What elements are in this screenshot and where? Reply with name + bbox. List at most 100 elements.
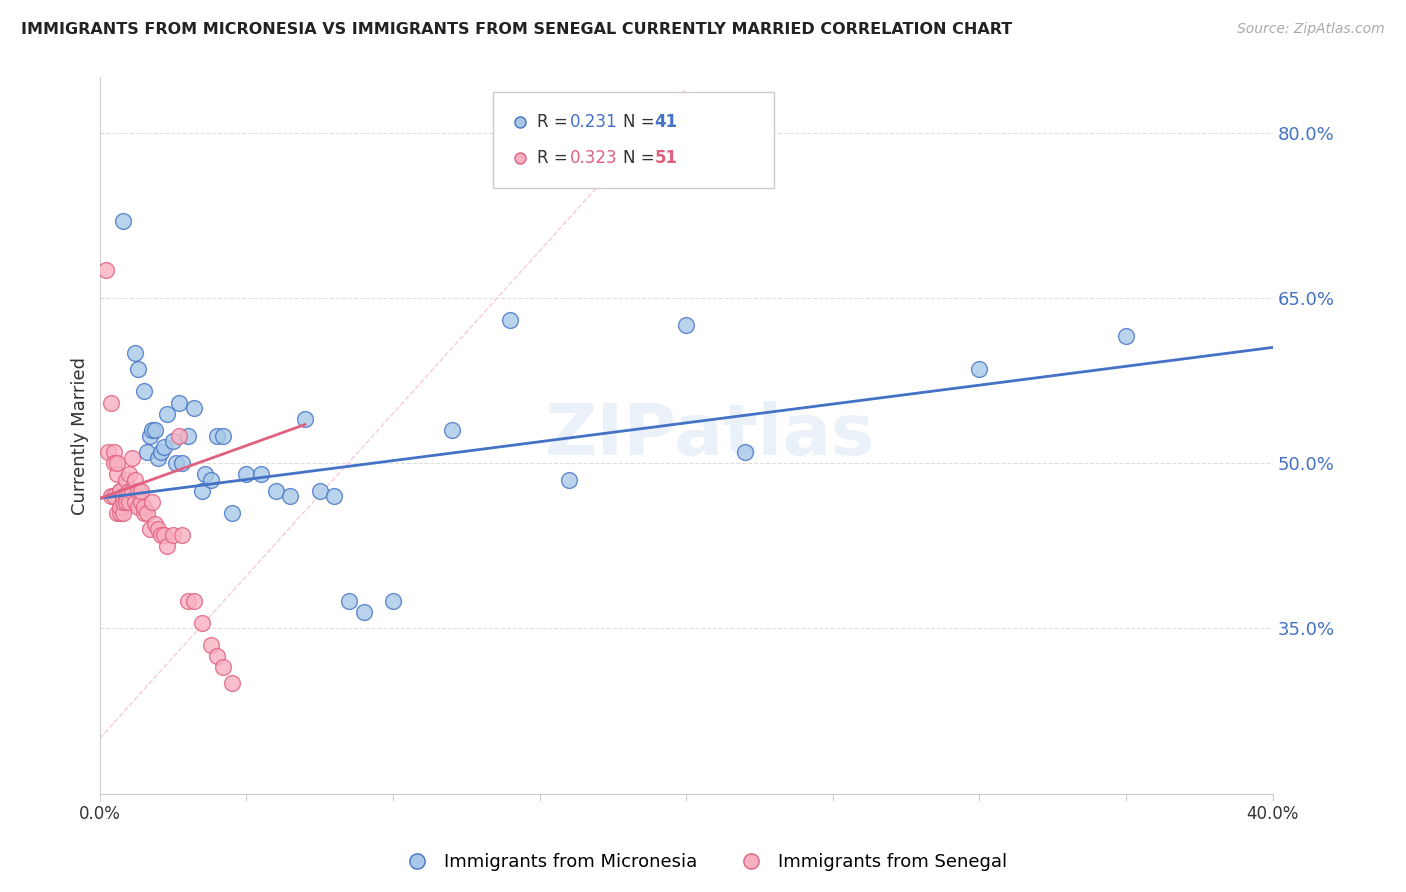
Point (153, 440, 176, 454)
Point (191, 483, 214, 498)
Point (294, 412, 316, 426)
Point (132, 384, 155, 399)
Point (558, 473, 581, 487)
Text: 41: 41 (655, 113, 678, 131)
Point (176, 594, 198, 608)
Point (145, 516, 167, 531)
Point (127, 483, 149, 498)
Point (129, 483, 152, 498)
Point (105, 506, 128, 520)
Legend: Immigrants from Micronesia, Immigrants from Senegal: Immigrants from Micronesia, Immigrants f… (391, 847, 1015, 879)
Point (191, 615, 214, 630)
Point (100, 489, 122, 503)
Text: N =: N = (623, 149, 659, 167)
Text: Source: ZipAtlas.com: Source: ZipAtlas.com (1237, 22, 1385, 37)
Point (108, 483, 131, 498)
Point (148, 522, 170, 536)
Point (675, 318, 697, 333)
Point (211, 428, 233, 442)
Point (1115, 329, 1137, 343)
Point (440, 423, 463, 437)
Point (148, 450, 170, 465)
Point (264, 483, 287, 498)
Point (170, 527, 193, 541)
Point (118, 494, 141, 508)
Point (127, 362, 149, 376)
Point (105, 456, 128, 470)
Point (150, 445, 173, 459)
Point (112, 489, 135, 503)
Point (115, 489, 138, 503)
Point (103, 456, 125, 470)
Point (108, 506, 131, 520)
Point (235, 467, 257, 482)
Point (94, 263, 117, 277)
Point (145, 423, 167, 437)
Point (141, 494, 163, 508)
Point (205, 428, 228, 442)
Point (118, 483, 141, 498)
Point (124, 473, 146, 487)
Point (211, 660, 233, 674)
Point (118, 467, 141, 482)
Text: ZIPatlas: ZIPatlas (544, 401, 875, 470)
Point (337, 594, 360, 608)
Point (194, 467, 217, 482)
Point (278, 489, 301, 503)
Point (165, 456, 187, 470)
Point (205, 648, 228, 663)
Point (499, 313, 522, 327)
Point (734, 445, 756, 459)
Point (97, 445, 120, 459)
Point (112, 213, 135, 227)
Point (103, 489, 125, 503)
Point (135, 506, 157, 520)
Text: 51: 51 (655, 149, 678, 167)
Text: R =: R = (537, 113, 574, 131)
Point (183, 401, 205, 415)
Point (162, 527, 184, 541)
Text: 0.323: 0.323 (569, 149, 617, 167)
Point (108, 483, 131, 498)
Point (221, 676, 243, 690)
Point (167, 395, 190, 409)
Point (132, 506, 155, 520)
Text: N =: N = (623, 113, 659, 131)
Point (170, 456, 193, 470)
Point (153, 527, 176, 541)
Point (100, 395, 122, 409)
Point (138, 522, 160, 536)
Text: R =: R = (537, 149, 574, 167)
Point (124, 494, 146, 508)
Point (156, 407, 179, 421)
Point (112, 506, 135, 520)
Point (200, 473, 222, 487)
Point (138, 428, 160, 442)
Point (308, 483, 330, 498)
Point (127, 500, 149, 515)
Point (150, 527, 173, 541)
Point (323, 489, 346, 503)
Y-axis label: Currently Married: Currently Married (72, 357, 89, 515)
Point (381, 594, 404, 608)
Point (162, 434, 184, 448)
Point (353, 605, 375, 619)
Text: 0.231: 0.231 (569, 113, 617, 131)
Point (132, 500, 155, 515)
Point (121, 450, 143, 465)
Point (141, 423, 163, 437)
Point (121, 483, 143, 498)
Point (156, 539, 179, 553)
Point (221, 506, 243, 520)
Point (129, 494, 152, 508)
FancyBboxPatch shape (492, 92, 775, 188)
Point (124, 346, 146, 360)
Point (115, 473, 138, 487)
Point (167, 428, 190, 442)
Point (176, 428, 198, 442)
Point (200, 638, 222, 652)
Text: IMMIGRANTS FROM MICRONESIA VS IMMIGRANTS FROM SENEGAL CURRENTLY MARRIED CORRELAT: IMMIGRANTS FROM MICRONESIA VS IMMIGRANTS… (21, 22, 1012, 37)
Point (969, 362, 991, 376)
Point (115, 494, 138, 508)
Point (103, 445, 125, 459)
